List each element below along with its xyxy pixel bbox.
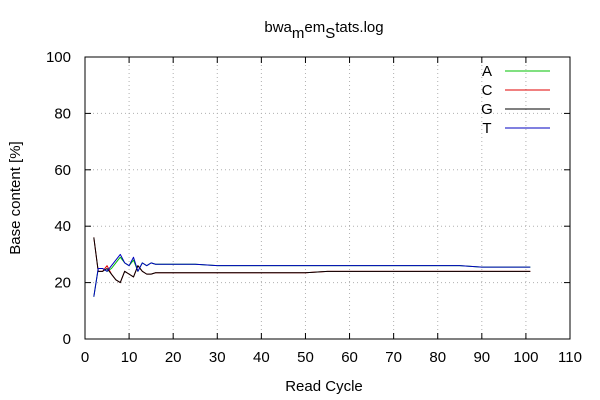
y-tick-label: 60 (54, 162, 71, 179)
title-part: em (304, 19, 325, 36)
y-tick-label: 100 (46, 49, 71, 66)
title-part: bwa (264, 19, 292, 36)
x-tick-label: 80 (429, 349, 446, 366)
title-part: tats.log (335, 19, 383, 36)
title-part: S (325, 25, 335, 42)
series-line-g (93, 237, 531, 284)
series-line-c (93, 237, 531, 284)
y-tick-label: 80 (54, 105, 71, 122)
series-line-t (93, 253, 531, 297)
plot-area (93, 237, 531, 297)
y-tick-label: 0 (63, 331, 71, 348)
legend-label-c: C (482, 82, 493, 99)
legend-label-t: T (482, 120, 491, 137)
x-tick-label: 0 (81, 349, 89, 366)
chart-title: bwamemStats.log (264, 19, 383, 42)
x-tick-label: 100 (513, 349, 538, 366)
x-tick-label: 30 (209, 349, 226, 366)
y-axis-label: Base content [%] (7, 141, 24, 254)
legend-label-g: G (481, 101, 493, 118)
x-tick-label: 20 (165, 349, 182, 366)
x-tick-label: 60 (341, 349, 358, 366)
y-tick-label: 40 (54, 218, 71, 235)
x-axis-label: Read Cycle (285, 378, 363, 395)
title: bwamemStats.log (264, 19, 383, 42)
plot-border (84, 56, 571, 340)
x-tick-label: 70 (385, 349, 402, 366)
x-tick-label: 40 (253, 349, 270, 366)
legend-label-a: A (482, 63, 492, 80)
y-tick-label: 20 (54, 275, 71, 292)
x-tick-label: 10 (121, 349, 138, 366)
x-tick-label: 90 (473, 349, 490, 366)
title-part: m (292, 25, 305, 42)
ticks: 0 10 20 30 40 50 60 70 80 90 100 110 0 20 40 60 80 100 (46, 49, 582, 366)
x-tick-label: 50 (297, 349, 314, 366)
x-tick-label: 110 (558, 349, 582, 366)
series-line-a (93, 256, 531, 297)
grid (85, 57, 570, 339)
